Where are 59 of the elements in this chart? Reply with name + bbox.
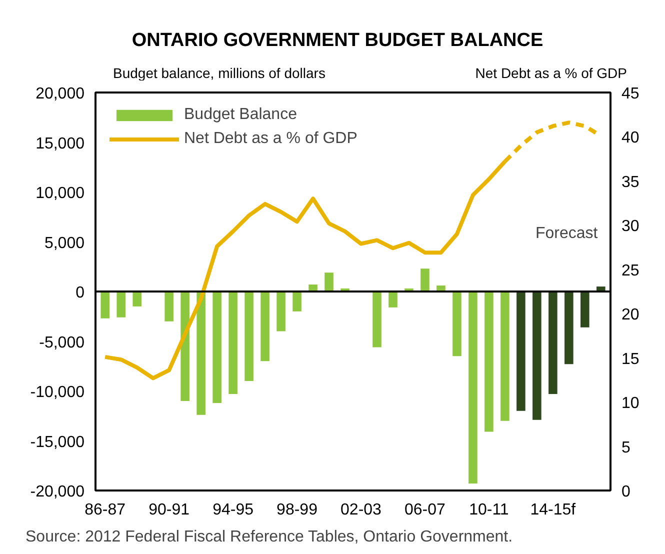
y2-tick-label: 30 — [622, 218, 640, 236]
bar — [260, 292, 270, 362]
y2-tick-label: 10 — [622, 395, 640, 412]
y2-tick-label: 5 — [622, 439, 630, 456]
legend-label: Budget Balance — [184, 106, 297, 124]
bar — [388, 292, 398, 308]
x-tick-label: 02-03 — [340, 502, 382, 518]
y-tick-label: -10,000 — [30, 384, 85, 401]
bar — [116, 292, 126, 318]
bar — [276, 292, 286, 332]
y2-tick-label: 25 — [622, 262, 640, 280]
y-tick-label: -20,000 — [30, 484, 85, 500]
bar — [100, 292, 110, 318]
x-tick-label: 10-11 — [469, 502, 509, 518]
y-tick-label: 5,000 — [44, 234, 85, 252]
x-tick-label: 86-87 — [84, 502, 126, 518]
bar — [532, 292, 542, 420]
y2-tick-label: 35 — [622, 174, 640, 191]
bar — [548, 292, 558, 394]
y2-tick-label: 45 — [622, 86, 640, 102]
x-tick-label: 94-95 — [212, 502, 254, 518]
bar — [420, 268, 430, 292]
bar — [212, 292, 222, 403]
y-tick-label: 15,000 — [36, 135, 85, 152]
bar — [564, 292, 574, 364]
y-tick-label: -15,000 — [30, 434, 85, 451]
bar — [244, 292, 254, 382]
bar — [372, 292, 382, 348]
bar — [196, 292, 206, 415]
y-axis-title: Budget balance, millions of dollars — [113, 64, 326, 83]
bar — [132, 292, 142, 306]
y-tick-label: 0 — [76, 284, 85, 302]
x-tick-label: 90-91 — [148, 502, 190, 518]
x-tick-label: 98-99 — [276, 502, 318, 518]
y2-tick-label: 0 — [622, 484, 630, 500]
y2-tick-label: 40 — [622, 130, 640, 147]
y2-axis-title: Net Debt as a % of GDP — [475, 64, 627, 83]
x-tick-label: 14-15f — [530, 502, 576, 518]
bar — [484, 292, 494, 432]
bar — [180, 292, 190, 401]
y2-tick-label: 15 — [622, 350, 640, 368]
bar — [516, 292, 526, 411]
bar — [324, 272, 334, 292]
y-tick-label: 10,000 — [36, 185, 85, 202]
bar — [452, 292, 462, 356]
y2-tick-label: 20 — [622, 306, 640, 324]
chart-title: ONTARIO GOVERNMENT BUDGET BALANCE — [132, 29, 544, 53]
bar — [468, 292, 478, 484]
x-tick-label: 06-07 — [404, 502, 446, 518]
bar — [580, 292, 590, 328]
annotation: Forecast — [535, 224, 598, 242]
y-tick-label: 20,000 — [36, 86, 85, 102]
bar — [228, 292, 238, 394]
bar — [500, 292, 510, 421]
y-tick-label: -5,000 — [39, 334, 85, 352]
source-note: Source: 2012 Federal Fiscal Reference Tables, Ontario Government. — [26, 528, 513, 546]
legend-label: Net Debt as a % of GDP — [184, 130, 358, 148]
bar — [164, 292, 174, 322]
bar — [292, 292, 302, 312]
